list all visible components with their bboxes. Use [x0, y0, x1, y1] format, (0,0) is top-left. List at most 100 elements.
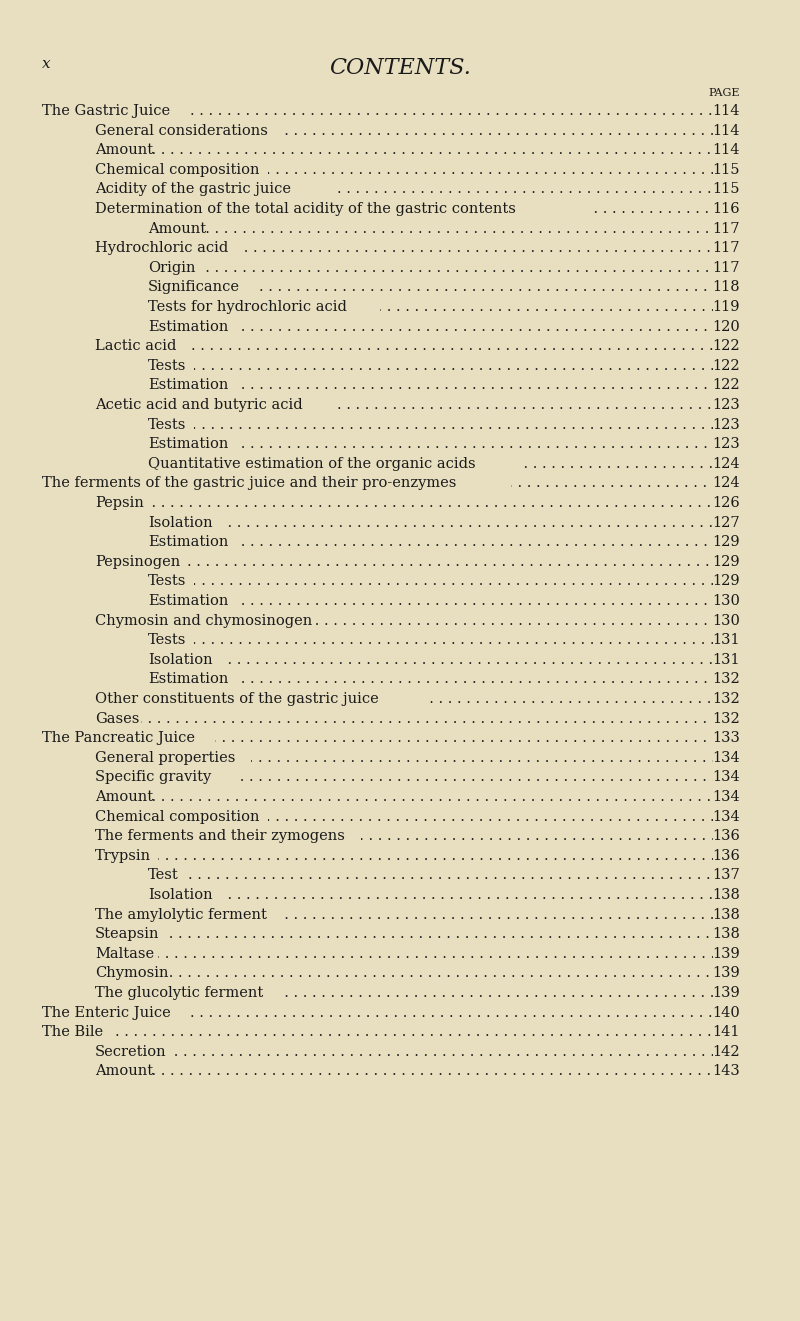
Text: PAGE: PAGE	[709, 89, 740, 98]
Text: Isolation: Isolation	[148, 888, 213, 902]
Text: 133: 133	[712, 732, 740, 745]
Text: . . . . . . . . . . . . . . . . . . . . . . . . . . . . . . . . . . . . . . . . : . . . . . . . . . . . . . . . . . . . . …	[81, 633, 800, 647]
Text: 117: 117	[713, 260, 740, 275]
Text: Amount: Amount	[95, 1065, 153, 1078]
Text: 117: 117	[713, 222, 740, 235]
Text: . . . . . . . . . . . . . . . . . . . . . . . . . . . . . . . . . . . . . . . . : . . . . . . . . . . . . . . . . . . . . …	[71, 1045, 800, 1059]
Text: 138: 138	[712, 908, 740, 922]
Text: Estimation: Estimation	[148, 320, 228, 334]
Text: Tests: Tests	[148, 359, 186, 373]
Text: . . . . . . . . . . . . . . . . . . . . . . . . . . . . . . . . . . . . . . . . : . . . . . . . . . . . . . . . . . . . . …	[118, 810, 800, 823]
Text: . . . . . . . . . . . . . . . . . . . . . . . . . . . . . . . . . . . . . . . . : . . . . . . . . . . . . . . . . . . . . …	[98, 653, 800, 667]
Text: Trypsin: Trypsin	[95, 849, 151, 863]
Text: Estimation: Estimation	[148, 535, 228, 550]
Text: Amount: Amount	[95, 143, 153, 157]
Text: 134: 134	[712, 750, 740, 765]
Text: . . . . . . . . . . . . . . . . . . . . . . . . . . . . . . . . . . . . . . . . : . . . . . . . . . . . . . . . . . . . . …	[91, 732, 800, 745]
Text: The Pancreatic Juice: The Pancreatic Juice	[42, 732, 195, 745]
Text: 124: 124	[712, 457, 740, 470]
Text: Pepsinogen: Pepsinogen	[95, 555, 180, 569]
Text: . . . . . . . . . . . . . . . . . . . . . . . . . . . . . . . . . . . . . . . . : . . . . . . . . . . . . . . . . . . . . …	[41, 1025, 786, 1040]
Text: 115: 115	[713, 182, 740, 197]
Text: . . . . . . . . . . . . . . . . . . . . . . . . . . . . . . . . . . . . . . . . : . . . . . . . . . . . . . . . . . . . . …	[59, 495, 800, 510]
Text: 114: 114	[713, 104, 740, 118]
Text: Quantitative estimation of the organic acids: Quantitative estimation of the organic a…	[148, 457, 476, 470]
Text: Isolation: Isolation	[148, 653, 213, 667]
Text: . . . . . . . . . . . . . . . . . . . . . . . . . . . . . . . . . . . . . . . . : . . . . . . . . . . . . . . . . . . . . …	[152, 398, 800, 412]
Text: Chemical composition: Chemical composition	[95, 162, 259, 177]
Text: . . . . . . . . . . . . . . . . . . . . . . . . . . . . . . . . . . . . . . . . : . . . . . . . . . . . . . . . . . . . . …	[102, 594, 800, 608]
Text: 127: 127	[712, 515, 740, 530]
Text: Acetic acid and butyric acid: Acetic acid and butyric acid	[95, 398, 302, 412]
Text: 123: 123	[712, 437, 740, 452]
Text: . . . . . . . . . . . . . . . . . . . . . . . . . . . . . . . . . . . . . . . . : . . . . . . . . . . . . . . . . . . . . …	[110, 750, 800, 765]
Text: Steapsin: Steapsin	[95, 927, 159, 941]
Text: 123: 123	[712, 417, 740, 432]
Text: Tests: Tests	[148, 417, 186, 432]
Text: . . . . . . . . . . . . . . . . . . . . . . . . . . . . . . . . . . . . . . . . : . . . . . . . . . . . . . . . . . . . . …	[110, 280, 800, 295]
Text: x: x	[42, 57, 50, 71]
Text: Tests for hydrochloric acid: Tests for hydrochloric acid	[148, 300, 347, 314]
Text: . . . . . . . . . . . . . . . . . . . . . . . . . . . . . . . . . . . . . . . . : . . . . . . . . . . . . . . . . . . . . …	[102, 378, 800, 392]
Text: . . . . . . . . . . . . . . . . . . . . . . . . . . . . . . . . . . . . . . . . : . . . . . . . . . . . . . . . . . . . . …	[278, 202, 800, 217]
Text: Amount: Amount	[148, 222, 206, 235]
Text: Determination of the total acidity of the gastric contents: Determination of the total acidity of th…	[95, 202, 516, 217]
Text: 139: 139	[712, 967, 740, 980]
Text: Amount: Amount	[95, 790, 153, 804]
Text: 138: 138	[712, 888, 740, 902]
Text: 138: 138	[712, 927, 740, 941]
Text: . . . . . . . . . . . . . . . . . . . . . . . . . . . . . . . . . . . . . . . . : . . . . . . . . . . . . . . . . . . . . …	[98, 515, 800, 530]
Text: . . . . . . . . . . . . . . . . . . . . . . . . . . . . . . . . . . . . . . . . : . . . . . . . . . . . . . . . . . . . . …	[63, 947, 800, 960]
Text: . . . . . . . . . . . . . . . . . . . . . . . . . . . . . . . . . . . . . . . . : . . . . . . . . . . . . . . . . . . . . …	[101, 770, 800, 785]
Text: Chymosin and chymosinogen: Chymosin and chymosinogen	[95, 613, 312, 627]
Text: 131: 131	[712, 633, 740, 647]
Text: 136: 136	[712, 830, 740, 843]
Text: . . . . . . . . . . . . . . . . . . . . . . . . . . . . . . . . . . . . . . . . : . . . . . . . . . . . . . . . . . . . . …	[174, 300, 800, 314]
Text: 129: 129	[712, 535, 740, 550]
Text: 140: 140	[712, 1005, 740, 1020]
Text: 136: 136	[712, 849, 740, 863]
Text: Maltase: Maltase	[95, 947, 154, 960]
Text: Isolation: Isolation	[148, 515, 213, 530]
Text: Tests: Tests	[148, 575, 186, 588]
Text: 137: 137	[712, 868, 740, 882]
Text: 114: 114	[713, 124, 740, 137]
Text: The ferments and their zymogens: The ferments and their zymogens	[95, 830, 345, 843]
Text: Gases: Gases	[95, 712, 139, 725]
Text: The Enteric Juice: The Enteric Juice	[42, 1005, 170, 1020]
Text: 117: 117	[713, 242, 740, 255]
Text: 120: 120	[712, 320, 740, 334]
Text: 134: 134	[712, 770, 740, 785]
Text: . . . . . . . . . . . . . . . . . . . . . . . . . . . . . . . . . . . . . . . . : . . . . . . . . . . . . . . . . . . . . …	[152, 182, 800, 197]
Text: Hydrochloric acid: Hydrochloric acid	[95, 242, 228, 255]
Text: . . . . . . . . . . . . . . . . . . . . . . . . . . . . . . . . . . . . . . . . : . . . . . . . . . . . . . . . . . . . . …	[126, 985, 800, 1000]
Text: CONTENTS.: CONTENTS.	[329, 57, 471, 79]
Text: . . . . . . . . . . . . . . . . . . . . . . . . . . . . . . . . . . . . . . . . : . . . . . . . . . . . . . . . . . . . . …	[246, 457, 800, 470]
Text: Other constituents of the gastric juice: Other constituents of the gastric juice	[95, 692, 378, 705]
Text: Lactic acid: Lactic acid	[95, 339, 176, 353]
Text: 143: 143	[712, 1065, 740, 1078]
Text: 130: 130	[712, 594, 740, 608]
Text: . . . . . . . . . . . . . . . . . . . . . . . . . . . . . . . . . . . . . . . . : . . . . . . . . . . . . . . . . . . . . …	[67, 927, 800, 941]
Text: . . . . . . . . . . . . . . . . . . . . . . . . . . . . . . . . . . . . . . . . : . . . . . . . . . . . . . . . . . . . . …	[198, 692, 800, 705]
Text: Test: Test	[148, 868, 178, 882]
Text: 116: 116	[712, 202, 740, 217]
Text: 118: 118	[712, 280, 740, 295]
Text: . . . . . . . . . . . . . . . . . . . . . . . . . . . . . . . . . . . . . . . . : . . . . . . . . . . . . . . . . . . . . …	[126, 124, 800, 137]
Text: 123: 123	[712, 398, 740, 412]
Text: . . . . . . . . . . . . . . . . . . . . . . . . . . . . . . . . . . . . . . . . : . . . . . . . . . . . . . . . . . . . . …	[67, 967, 800, 980]
Text: . . . . . . . . . . . . . . . . . . . . . . . . . . . . . . . . . . . . . . . . : . . . . . . . . . . . . . . . . . . . . …	[106, 242, 800, 255]
Text: 132: 132	[712, 712, 740, 725]
Text: Secretion: Secretion	[95, 1045, 166, 1059]
Text: Pepsin: Pepsin	[95, 495, 144, 510]
Text: Specific gravity: Specific gravity	[95, 770, 211, 785]
Text: Estimation: Estimation	[148, 378, 228, 392]
Text: 139: 139	[712, 985, 740, 1000]
Text: . . . . . . . . . . . . . . . . . . . . . . . . . . . . . . . . . . . . . . . . : . . . . . . . . . . . . . . . . . . . . …	[86, 222, 800, 235]
Text: . . . . . . . . . . . . . . . . . . . . . . . . . . . . . . . . . . . . . . . . : . . . . . . . . . . . . . . . . . . . . …	[102, 437, 800, 452]
Text: 134: 134	[712, 790, 740, 804]
Text: 141: 141	[713, 1025, 740, 1040]
Text: . . . . . . . . . . . . . . . . . . . . . . . . . . . . . . . . . . . . . . . . : . . . . . . . . . . . . . . . . . . . . …	[165, 830, 800, 843]
Text: . . . . . . . . . . . . . . . . . . . . . . . . . . . . . . . . . . . . . . . . : . . . . . . . . . . . . . . . . . . . . …	[81, 359, 800, 373]
Text: The glucolytic ferment: The glucolytic ferment	[95, 985, 263, 1000]
